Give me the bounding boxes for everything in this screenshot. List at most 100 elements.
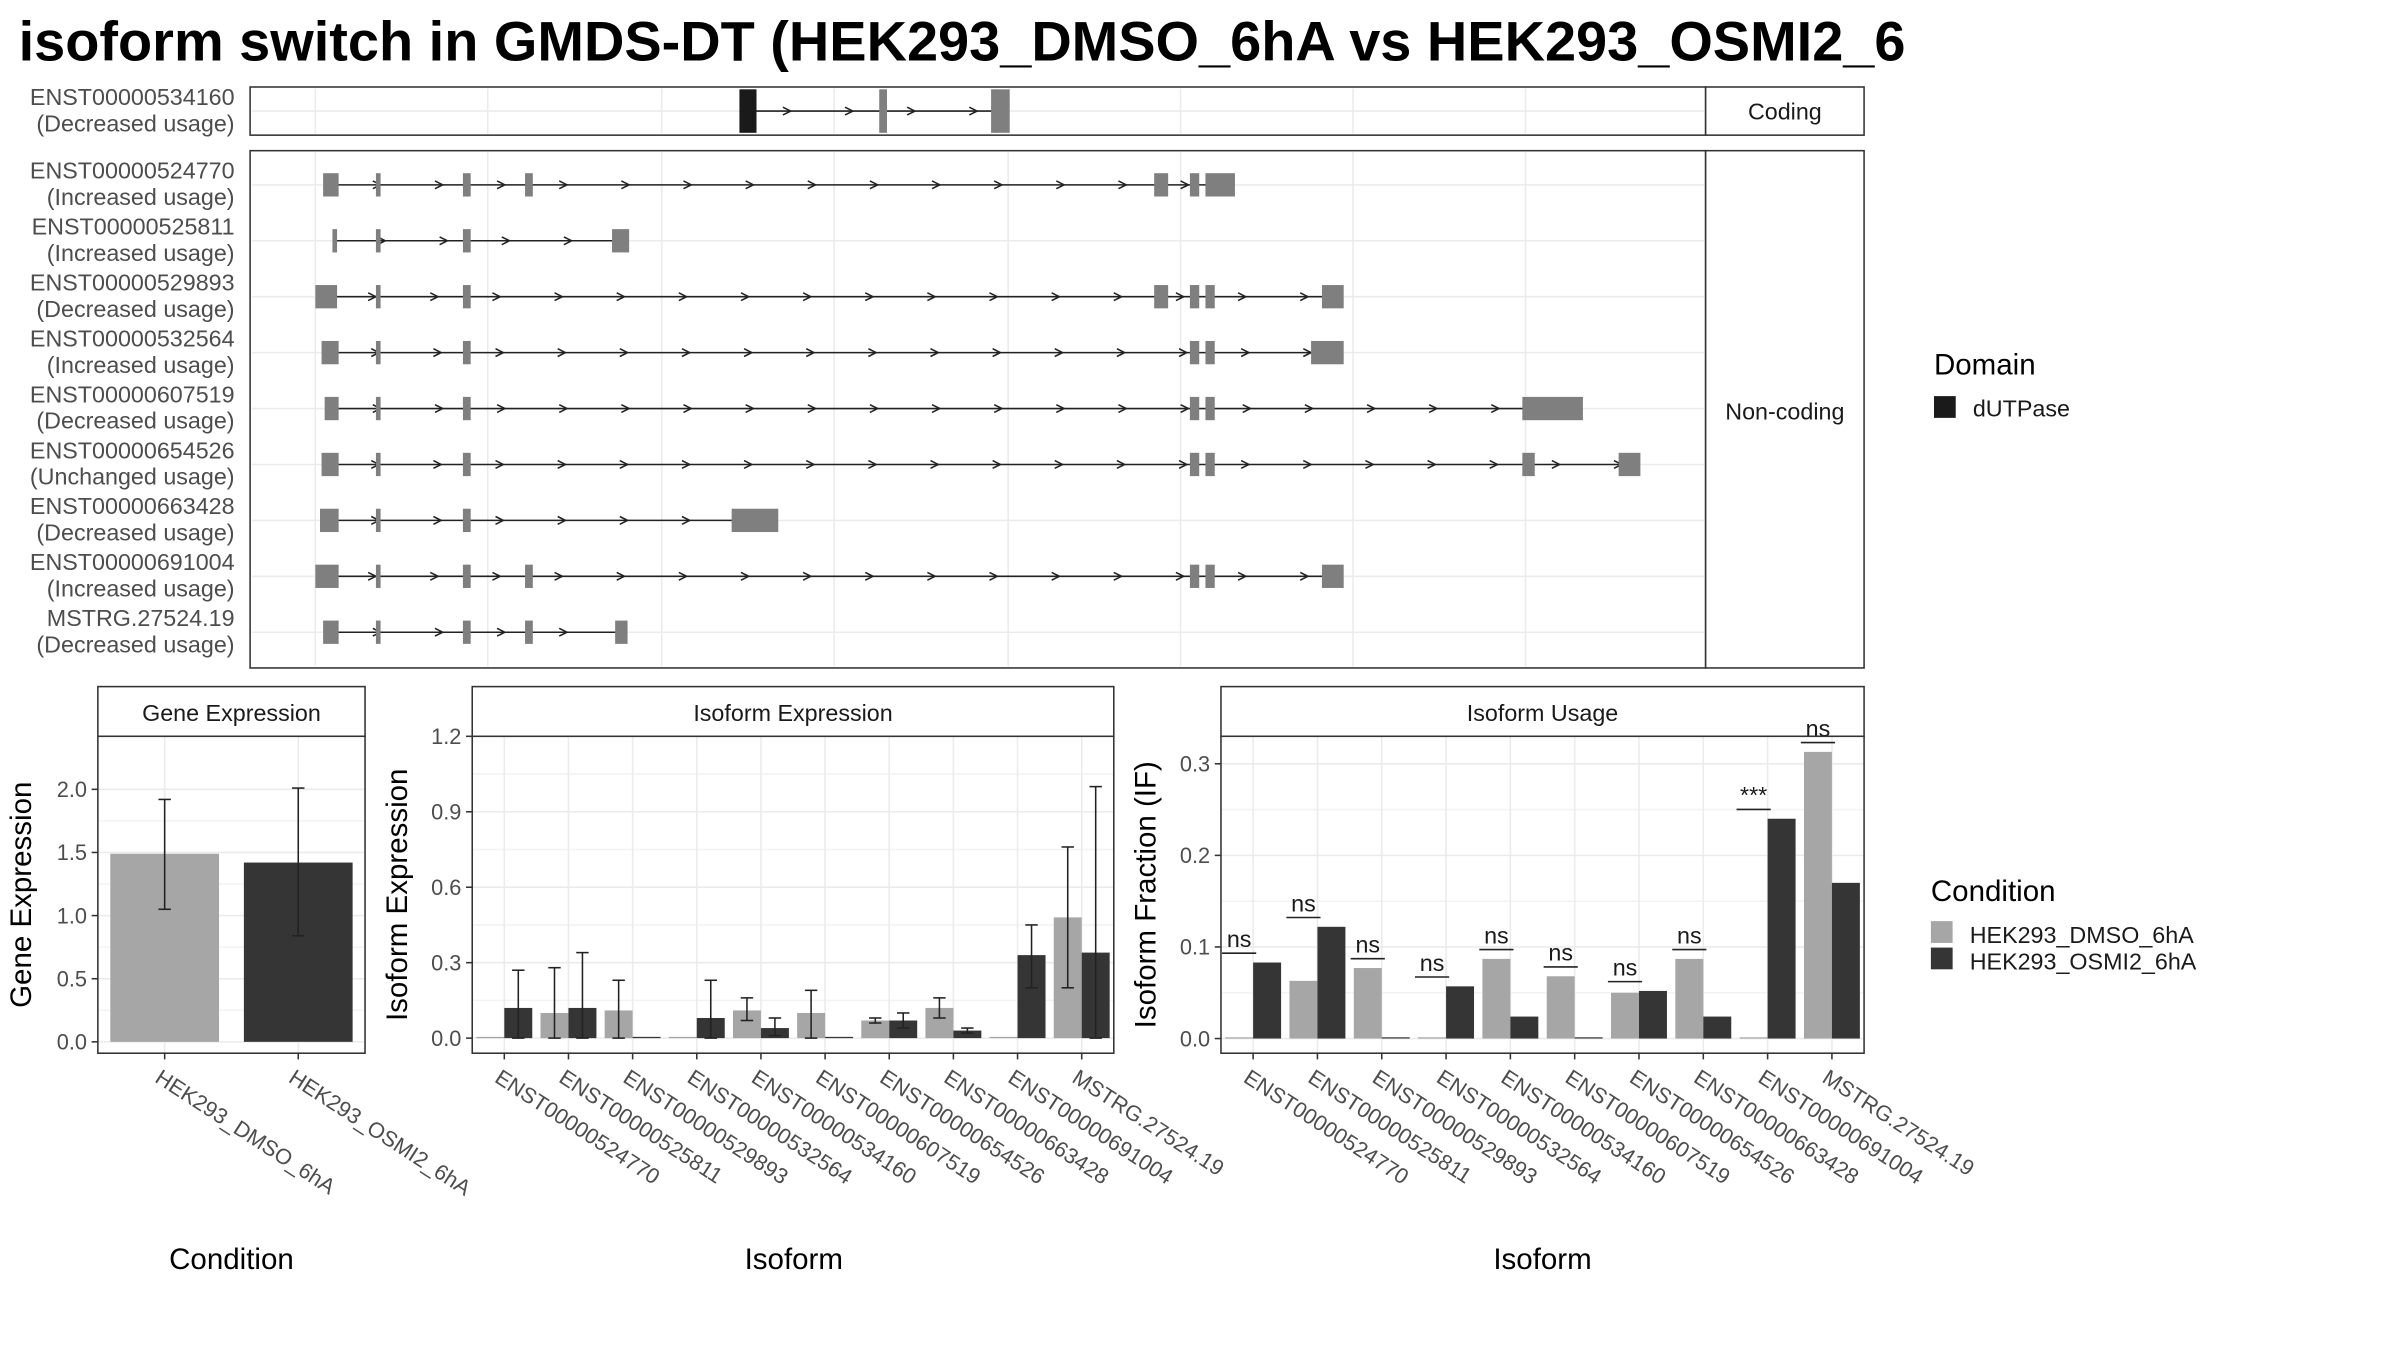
y-tick-label: 1.0 [57,903,87,928]
significance-label: *** [1740,782,1767,808]
y-tick-label: 0.0 [1180,1026,1210,1051]
bar [1510,1016,1539,1039]
y-tick-label: 0.0 [57,1030,87,1055]
condition-legend-label-dmso: HEK293_DMSO_6hA [1970,922,2194,948]
strand-arrow [1428,403,1439,414]
y-tick-label: 0.3 [1180,752,1210,777]
y-tick-label: 0.5 [57,966,87,991]
strand-arrow [743,348,754,358]
strand-arrow [554,571,565,581]
bar [989,1036,1018,1039]
transcript-row: ENST00000663428(Decreased usage) [30,493,779,546]
bar [1253,962,1282,1039]
strand-arrow [1054,459,1065,470]
exon [1189,396,1200,421]
exon [462,173,471,197]
panel-title: Isoform Expression [693,700,892,726]
strand-arrow [433,459,443,470]
transcript-id: ENST00000607519 [30,381,235,407]
strand-arrow [1242,403,1253,414]
strand-arrow [864,571,875,581]
strand-arrow [931,180,942,190]
transcript-status: (Decreased usage) [36,631,234,657]
strand-arrow [927,292,937,302]
strand-arrow [558,627,569,637]
strand-arrow [616,571,627,581]
strand-arrow [844,106,855,116]
condition-legend-key-osmi [1930,947,1953,970]
exon [315,564,339,588]
transcript-status: (Increased usage) [47,352,235,378]
bar [1739,1037,1768,1039]
exon [1205,173,1235,197]
strand-arrow [495,348,506,358]
exon [375,564,381,588]
significance-label: ns [1227,926,1252,952]
exon [612,229,630,253]
strand-arrow [1237,292,1248,302]
bar [1225,1037,1254,1039]
transcript-id: ENST00000691004 [30,549,235,575]
strand-arrow [681,459,692,470]
condition-legend: Condition HEK293_DMSO_6hA HEK293_OSMI2_6… [1930,875,2197,974]
strand-arrow [1175,571,1186,581]
strand-arrow [621,180,631,190]
strand-arrow [1118,180,1128,190]
domain-legend: Domain dUTPase [1933,348,2070,421]
transcript-id: ENST00000532564 [30,325,235,351]
y-tick-label: 0.0 [431,1026,461,1051]
strand-arrow [1180,403,1191,414]
exon [323,173,339,197]
exon [525,173,533,197]
noncoding-strip [1704,149,1865,669]
significance-label: ns [1355,931,1380,957]
exon [462,508,471,533]
plot-frame [1220,735,1865,1054]
strand-arrow [989,571,1000,581]
plot-frame [471,735,1115,1054]
strand-arrow [678,292,689,302]
significance-label: ns [1291,890,1316,916]
transcript-status: (Decreased usage) [36,296,234,322]
strand-arrow [868,459,878,470]
coding-strip [1704,86,1865,136]
strand-arrow [930,348,940,358]
panel-strip [1220,685,1865,738]
strand-arrow [802,292,813,302]
exon [1618,452,1641,477]
strand-arrow [683,403,693,414]
exon [462,620,471,644]
bar [1574,1037,1603,1039]
transcript-row: ENST00000532564(Increased usage) [30,325,1344,378]
transcript-id: ENST00000663428 [30,493,235,519]
strand-arrow [968,106,979,116]
strand-arrow [740,292,751,302]
noncoding-strip-label: Non-coding [1725,398,1844,424]
transcript-row: ENST00000654526(Unchanged usage) [30,437,1641,490]
exon [323,620,339,644]
bar [1638,990,1667,1039]
strand-arrow [1175,292,1186,302]
strand-arrow [557,515,568,525]
x-axis-label: Isoform [745,1243,843,1276]
strand-arrow [619,459,630,470]
transcript-status: (Decreased usage) [36,520,234,546]
strand-arrow [434,180,445,190]
exon [375,508,381,533]
bar [1482,958,1511,1039]
exon [375,173,381,197]
y-tick-label: 0.6 [431,875,461,900]
strand-arrow [1489,459,1500,470]
bar [1381,1037,1410,1039]
transcript-id: MSTRG.27524.19 [47,605,235,631]
exon [525,564,533,588]
strand-arrow [433,515,443,525]
transcript-id: ENST00000654526 [30,437,235,463]
exon [1189,564,1200,588]
plot-frame [97,735,366,1054]
y-tick-label: 1.2 [431,724,461,749]
strand-arrow [807,403,818,414]
significance-label: ns [1677,922,1702,948]
strand-arrow [1490,403,1501,414]
exon [1189,285,1200,309]
